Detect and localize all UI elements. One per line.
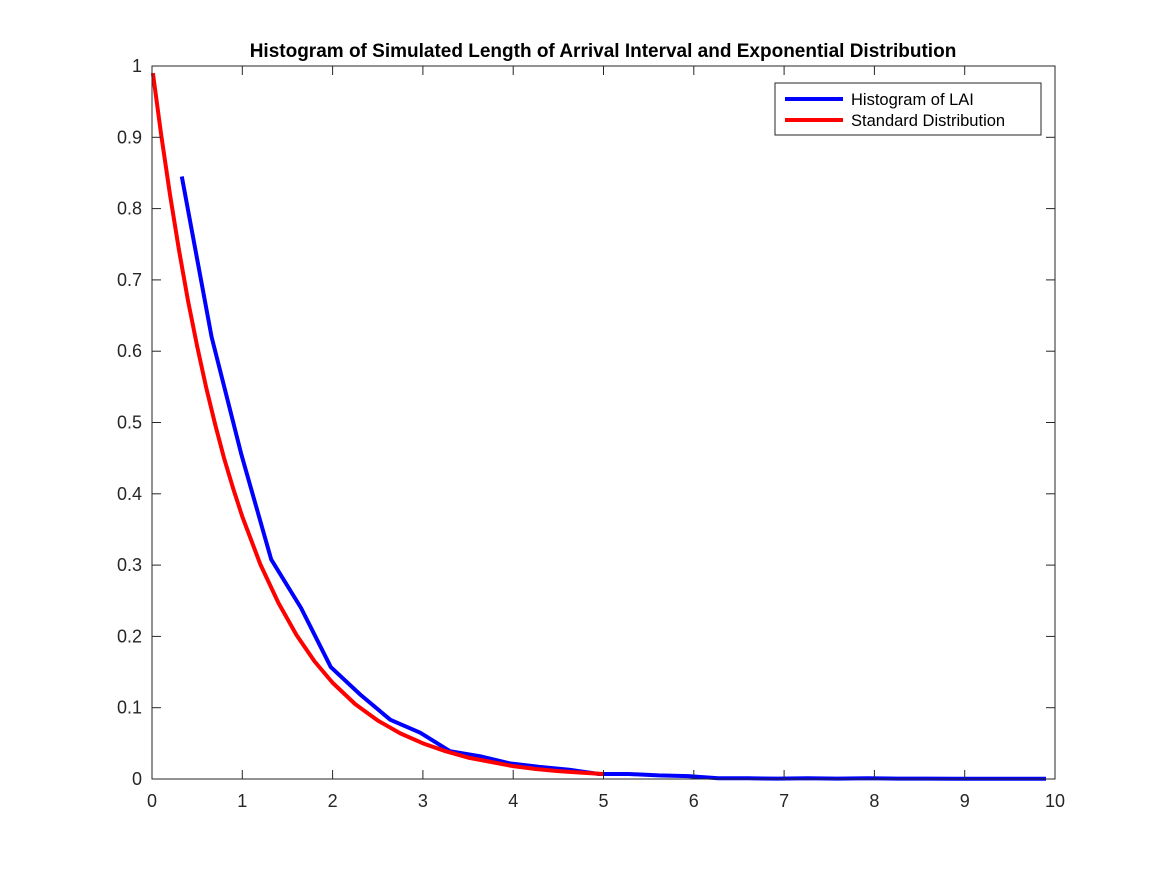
x-tick-label: 5 xyxy=(598,791,608,811)
x-tick-label: 8 xyxy=(869,791,879,811)
y-tick-label: 1 xyxy=(132,56,142,76)
legend-label-histogram-of-lai: Histogram of LAI xyxy=(851,91,974,109)
axes-layer: 0 1 2 3 4 5 6 7 8 9 10 0 0.1 0.2 0.3 0.4 0.5 0.6 0.7 0.8 0.9… xyxy=(117,56,1065,811)
x-tick-label: 3 xyxy=(418,791,428,811)
y-tick-label: 0.8 xyxy=(117,199,142,219)
series-line-standard-distribution xyxy=(150,72,604,777)
x-tick-label: 10 xyxy=(1045,791,1065,811)
y-tick-label: 0.2 xyxy=(117,626,142,646)
legend-box xyxy=(774,82,1042,136)
x-tick-label: 0 xyxy=(147,791,157,811)
plot-area xyxy=(152,66,1055,779)
y-tick-label: 0.5 xyxy=(117,413,142,433)
x-tick-label: 4 xyxy=(508,791,518,811)
y-tick-label: 0.9 xyxy=(117,127,142,147)
y-tick-label: 0.1 xyxy=(117,698,142,718)
chart-title: Histogram of Simulated Length of Arrival… xyxy=(250,41,957,62)
legend-label-standard-distribution: Standard Distribution xyxy=(851,112,1005,130)
y-tick-label: 0.7 xyxy=(117,270,142,290)
y-tick-label: 0.6 xyxy=(117,341,142,361)
x-tick-label: 1 xyxy=(237,791,247,811)
x-tick-label: 2 xyxy=(328,791,338,811)
plot-background xyxy=(152,66,1055,779)
y-tick-label: 0.4 xyxy=(117,484,142,504)
y-tick-label: 0 xyxy=(132,769,142,789)
x-tick-label: 7 xyxy=(779,791,789,811)
x-tick-label: 6 xyxy=(689,791,699,811)
legend: Histogram of LAI Standard Distribution xyxy=(774,82,1042,136)
y-tick-label: 0.3 xyxy=(117,555,142,575)
x-tick-label: 9 xyxy=(960,791,970,811)
